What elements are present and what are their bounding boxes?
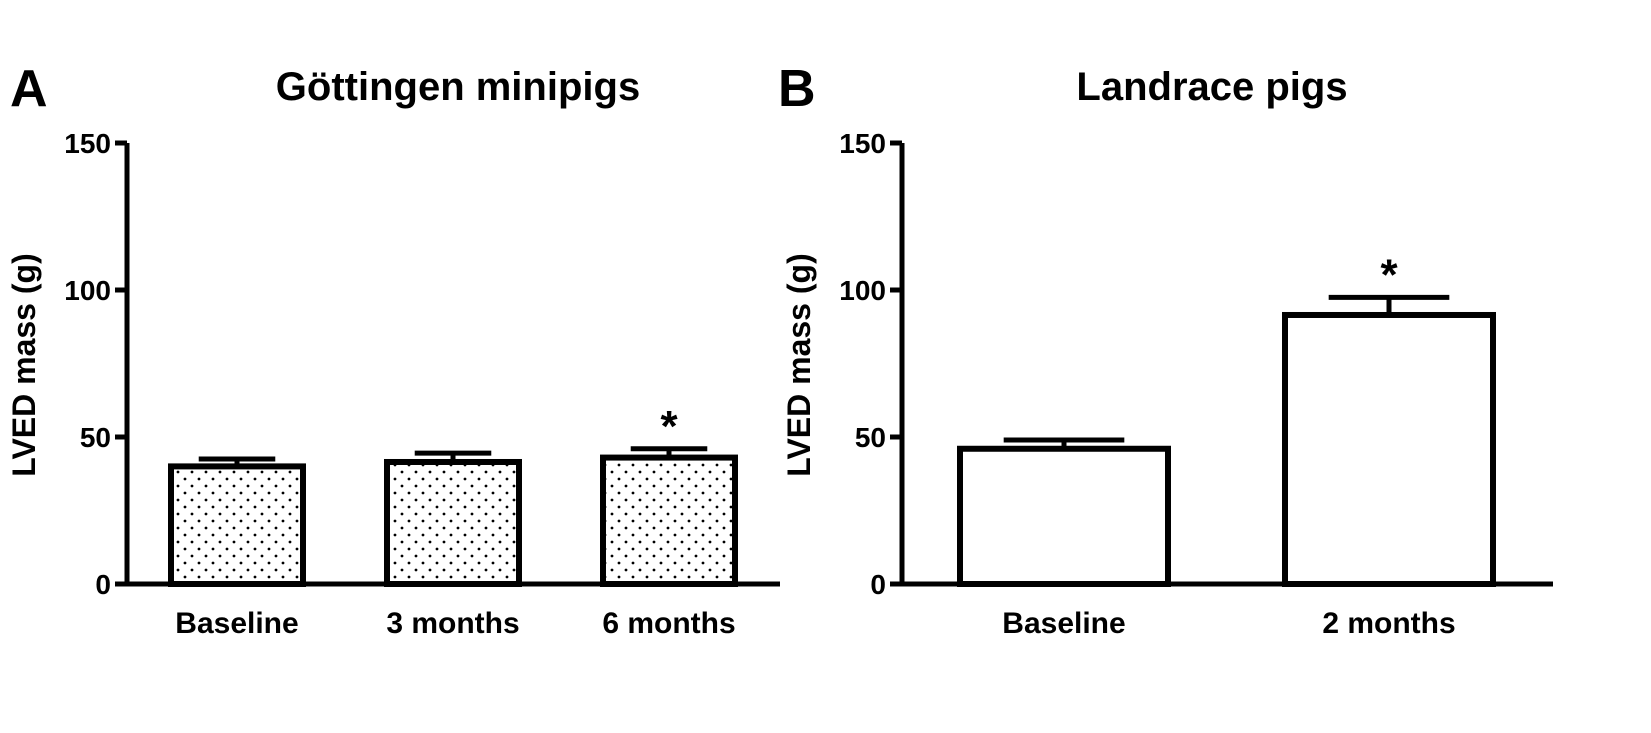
panel-a-ytick-label-3: 150 xyxy=(64,128,111,159)
panel-b-ytick-label-2: 100 xyxy=(839,275,886,306)
panel-b-category-label-1: 2 months xyxy=(1322,607,1455,640)
panel-a-ytick-label-0: 0 xyxy=(95,569,111,600)
panel-a-category-label-1: 3 months xyxy=(386,607,519,640)
panel-a-letter: A xyxy=(10,60,48,118)
panel-b-letter: B xyxy=(778,60,816,118)
panel-a-bar-0 xyxy=(168,463,306,587)
panel-b-category-label-0: Baseline xyxy=(1002,607,1125,640)
panel-b-ytick-label-0: 0 xyxy=(870,569,886,600)
panel-b-significance-marker-1: * xyxy=(1380,250,1398,299)
panel-a: A Göttingen minipigs LVED mass (g) 0 50 10… xyxy=(6,60,780,640)
panel-a-bars: Baseline 3 months 6 months * xyxy=(168,402,738,640)
panel-b-bars: Baseline 2 months * xyxy=(957,250,1496,640)
panel-b-y-axis-label: LVED mass (g) xyxy=(781,253,817,476)
panel-b-bar-1 xyxy=(1282,311,1496,587)
panel-a-y-axis-label: LVED mass (g) xyxy=(6,253,42,476)
panel-a-y-ticks: 0 50 100 150 xyxy=(64,128,127,600)
panel-a-ytick-label-1: 50 xyxy=(80,422,111,453)
panel-b-ytick-label-1: 50 xyxy=(855,422,886,453)
panel-b-ytick-label-3: 150 xyxy=(839,128,886,159)
panel-b-bar-0 xyxy=(957,445,1171,588)
panel-b-title: Landrace pigs xyxy=(1076,65,1347,109)
panel-a-title: Göttingen minipigs xyxy=(276,65,640,109)
panel-a-bar-1 xyxy=(384,458,522,587)
panel-a-ytick-label-2: 100 xyxy=(64,275,111,306)
panel-a-significance-marker-2: * xyxy=(660,402,678,451)
panel-a-category-label-0: Baseline xyxy=(175,607,298,640)
panel-b-y-ticks: 0 50 100 150 xyxy=(839,128,902,600)
panel-a-bar-2 xyxy=(600,454,738,587)
panel-b: B Landrace pigs LVED mass (g) 050100150 … xyxy=(778,60,1553,640)
panel-a-category-label-2: 6 months xyxy=(602,607,735,640)
